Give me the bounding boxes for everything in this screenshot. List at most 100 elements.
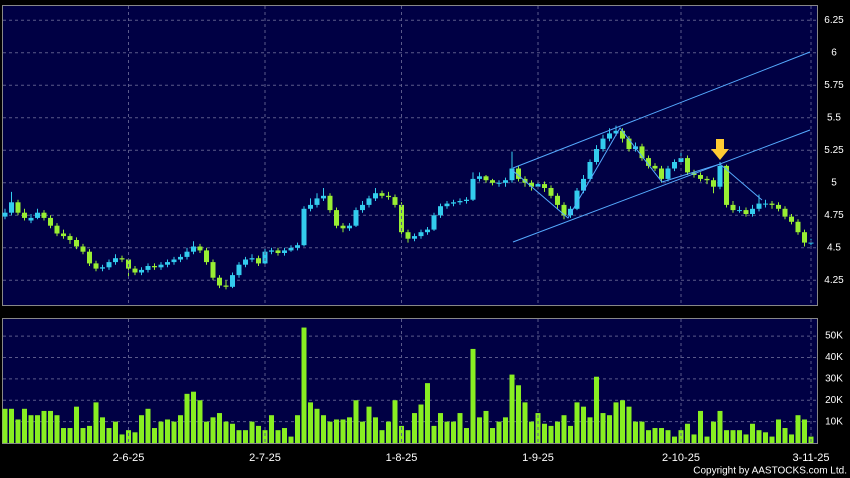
candle-body bbox=[789, 216, 794, 222]
volume-bar bbox=[711, 421, 716, 443]
candle-body bbox=[178, 256, 183, 260]
candle-body bbox=[41, 212, 47, 218]
candle-body bbox=[464, 199, 469, 201]
candle-body bbox=[516, 168, 521, 179]
volume-bar bbox=[126, 430, 131, 443]
volume-bar bbox=[386, 421, 391, 443]
candle-body bbox=[470, 178, 476, 200]
volume-bar bbox=[152, 428, 157, 443]
candle-body bbox=[197, 246, 203, 251]
candle-body bbox=[171, 259, 177, 263]
candle-body bbox=[607, 133, 612, 139]
y-tick-label: 50K bbox=[825, 331, 843, 342]
candle-body bbox=[743, 210, 749, 214]
volume-bar bbox=[737, 430, 742, 443]
candle-body bbox=[639, 146, 645, 159]
volume-bar bbox=[210, 417, 216, 443]
candle-body bbox=[444, 203, 450, 207]
price-panel bbox=[2, 5, 818, 306]
volume-bar bbox=[503, 417, 508, 443]
volume-bar bbox=[425, 383, 430, 443]
candle-body bbox=[158, 264, 164, 268]
volume-bar bbox=[256, 425, 261, 443]
volume-bar bbox=[327, 421, 333, 443]
volume-bar bbox=[633, 421, 638, 443]
volume-bar bbox=[659, 428, 664, 443]
candle-body bbox=[704, 178, 710, 181]
candle-body bbox=[139, 269, 144, 273]
trend-lines bbox=[511, 51, 811, 243]
volume-bar bbox=[360, 421, 365, 443]
volume-bar bbox=[9, 408, 14, 443]
candle-body bbox=[67, 236, 73, 240]
candle-body bbox=[262, 251, 268, 264]
candle-body bbox=[542, 184, 547, 188]
candle-body bbox=[769, 203, 775, 205]
candle-body bbox=[119, 258, 125, 260]
volume-bar bbox=[15, 419, 21, 443]
volume-bar bbox=[568, 425, 573, 443]
x-tick-label: 2-10-25 bbox=[662, 452, 700, 464]
candle-body bbox=[314, 198, 320, 205]
volume-bar bbox=[262, 430, 268, 443]
candle-body bbox=[327, 195, 333, 211]
y-tick-label: 4.5 bbox=[827, 242, 841, 253]
volume-bar bbox=[581, 406, 586, 443]
candle-body bbox=[802, 232, 807, 243]
candle-body bbox=[412, 236, 417, 239]
y-tick-label: 6 bbox=[831, 47, 837, 58]
candle-body bbox=[321, 195, 326, 199]
volume-bar bbox=[613, 402, 619, 443]
candle-body bbox=[776, 204, 781, 209]
candle-body bbox=[334, 210, 339, 226]
candle-body bbox=[165, 262, 170, 265]
volume-bar bbox=[204, 421, 209, 443]
volume-bar bbox=[717, 410, 723, 443]
candle-body bbox=[223, 285, 229, 287]
candle-body bbox=[204, 250, 209, 263]
candle-body bbox=[425, 229, 430, 233]
volume-bar bbox=[93, 402, 99, 443]
candle-body bbox=[113, 258, 118, 263]
candle-body bbox=[217, 277, 222, 286]
volume-bar bbox=[665, 430, 671, 443]
volume-bar bbox=[113, 421, 118, 443]
candle-body bbox=[80, 246, 86, 252]
candle-body bbox=[763, 203, 768, 205]
volume-bar bbox=[418, 404, 424, 443]
candle-body bbox=[672, 162, 677, 169]
volume-bar bbox=[516, 385, 521, 443]
y-tick-label: 40K bbox=[825, 352, 843, 363]
candle-body bbox=[61, 233, 66, 237]
volume-bar bbox=[607, 415, 612, 443]
volume-bar bbox=[54, 415, 60, 443]
volume-bar bbox=[67, 428, 73, 443]
volume-bar bbox=[756, 430, 762, 443]
candle-body bbox=[561, 204, 567, 216]
candle-body bbox=[145, 266, 151, 270]
candle-body bbox=[74, 240, 79, 247]
volume-bar bbox=[373, 417, 378, 443]
volume-bar bbox=[431, 425, 437, 443]
candle-body bbox=[418, 232, 424, 237]
y-tick-label: 4.25 bbox=[824, 275, 844, 286]
candle-body bbox=[405, 232, 411, 239]
candle-body bbox=[282, 250, 287, 253]
candle-body bbox=[659, 168, 664, 179]
volume-bar bbox=[353, 400, 359, 443]
volume-bar bbox=[28, 415, 34, 443]
candle-body bbox=[457, 201, 463, 203]
candle-body bbox=[269, 250, 274, 252]
volume-bar bbox=[412, 413, 417, 443]
volume-bar bbox=[366, 406, 372, 443]
candle-body bbox=[256, 258, 261, 264]
volume-bar bbox=[594, 376, 599, 443]
candle-body bbox=[379, 193, 385, 196]
volume-bar bbox=[22, 408, 27, 443]
candle-body bbox=[28, 217, 34, 221]
candle-body bbox=[308, 204, 313, 209]
candle-body bbox=[490, 180, 495, 183]
volume-bar bbox=[243, 430, 248, 443]
candle-body bbox=[275, 250, 281, 253]
